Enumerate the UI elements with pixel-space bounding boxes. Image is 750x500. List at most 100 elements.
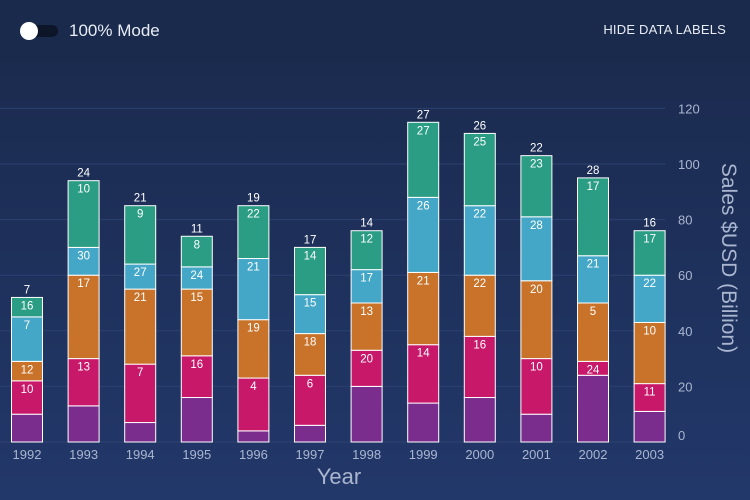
bar-segment[interactable] — [294, 424, 326, 443]
bar-data-label: 28 — [530, 220, 543, 232]
bar-data-label: 26 — [417, 200, 430, 212]
x-tick-label: 1998 — [352, 447, 381, 462]
bar-segment[interactable] — [463, 205, 496, 276]
bar-segment[interactable] — [350, 349, 383, 387]
bar-top-label: 26 — [473, 120, 486, 132]
bar-top-label: 7 — [24, 284, 30, 296]
bar-segment[interactable] — [520, 216, 553, 282]
bar-segment[interactable] — [237, 377, 270, 432]
bar-segment[interactable] — [520, 413, 553, 443]
toggle-knob[interactable] — [20, 22, 38, 40]
y-tick-label: 60 — [678, 268, 692, 283]
bar-segment[interactable] — [180, 397, 213, 443]
bar-segment[interactable] — [180, 288, 213, 357]
y-axis-tick-labels: 0 20 40 60 80 100 120 — [678, 101, 700, 443]
bar-data-label: 10 — [21, 384, 34, 396]
bar-segment[interactable] — [407, 344, 440, 404]
bar-data-label: 19 — [247, 323, 260, 335]
y-tick-label: 40 — [678, 324, 692, 339]
bar-segment[interactable] — [633, 230, 666, 276]
bar-segment[interactable] — [237, 319, 270, 379]
bar-segment[interactable] — [463, 397, 496, 443]
x-tick-label: 2001 — [522, 447, 551, 462]
bar-segment[interactable] — [67, 180, 100, 248]
x-tick-label: 2002 — [579, 447, 608, 462]
bar-data-label: 7 — [24, 320, 30, 332]
bar-segment[interactable] — [124, 288, 157, 365]
bar-segment[interactable] — [633, 410, 666, 443]
bar-segment[interactable] — [407, 271, 440, 346]
toggle-label: 100% Mode — [69, 21, 160, 40]
y-tick-label: 120 — [678, 101, 700, 116]
bar-segment[interactable] — [463, 335, 496, 399]
bar-segment[interactable] — [350, 230, 383, 271]
bar-segment[interactable] — [67, 405, 100, 443]
bar-segment[interactable] — [577, 177, 609, 257]
bar-segment[interactable] — [294, 333, 326, 376]
bar-top-label: 21 — [134, 193, 147, 205]
bar-segment[interactable] — [350, 385, 383, 443]
bar-data-label: 23 — [530, 159, 543, 171]
bar-data-label: 15 — [190, 292, 203, 304]
bar-top-label: 14 — [360, 218, 373, 230]
bar-segment[interactable] — [11, 413, 43, 443]
bar-data-label: 12 — [360, 234, 373, 246]
bar-segment[interactable] — [237, 258, 270, 321]
bar-segment[interactable] — [407, 402, 440, 443]
bar-data-label: 9 — [137, 209, 143, 221]
bar-data-label: 30 — [77, 250, 90, 262]
y-tick-label: 0 — [678, 428, 685, 443]
bar-segment[interactable] — [180, 235, 213, 268]
bar-segment[interactable] — [577, 374, 609, 443]
x-tick-label: 1999 — [409, 447, 438, 462]
bar-segment[interactable] — [463, 132, 496, 207]
bar-data-label: 20 — [530, 284, 543, 296]
bar-top-label: 19 — [247, 193, 260, 205]
bar-segment[interactable] — [124, 263, 157, 290]
bar-data-label: 15 — [304, 298, 317, 310]
bar-segment[interactable] — [237, 205, 270, 260]
bar-segment[interactable] — [124, 363, 157, 424]
bar-top-label: 22 — [530, 143, 543, 155]
bar-data-label: 25 — [473, 136, 486, 148]
bar-top-label: 27 — [417, 109, 430, 121]
bar-data-label: 27 — [417, 125, 430, 137]
bar-top-label: 17 — [304, 234, 317, 246]
x-axis-tick-labels: 1992 1993 1994 1995 1996 1997 1998 1999 2000 2001… — [13, 447, 665, 462]
bars-group: 10 12 7 16 7 13 17 30 10 24 7 21 27 9 21 16 15 24 8 11 4 19 21… — [11, 109, 666, 443]
bar-segment[interactable] — [294, 246, 326, 296]
bar-segment[interactable] — [350, 269, 383, 304]
x-tick-label: 1994 — [126, 447, 155, 462]
x-tick-label: 2000 — [465, 447, 494, 462]
bar-segment[interactable] — [124, 422, 157, 443]
bar-segment[interactable] — [520, 280, 553, 360]
x-tick-label: 1992 — [13, 447, 42, 462]
bar-data-label: 4 — [250, 381, 257, 393]
bar-segment[interactable] — [237, 430, 270, 443]
bar-segment[interactable] — [407, 196, 440, 273]
bar-data-label: 20 — [360, 353, 373, 365]
bar-data-label: 12 — [21, 364, 34, 376]
bar-data-label: 10 — [530, 362, 543, 374]
bar-segment[interactable] — [11, 296, 43, 318]
bar-segment[interactable] — [294, 374, 326, 426]
bar-segment[interactable] — [294, 294, 326, 335]
bar-segment[interactable] — [633, 274, 666, 323]
bar-segment[interactable] — [124, 205, 157, 265]
x-tick-label: 1993 — [69, 447, 98, 462]
bar-data-label: 8 — [194, 239, 200, 251]
bar-segment[interactable] — [407, 121, 440, 198]
bar-segment[interactable] — [11, 380, 43, 415]
bar-data-label: 21 — [134, 292, 147, 304]
percent-mode-toggle[interactable] — [20, 22, 58, 40]
bar-top-label: 11 — [191, 223, 203, 235]
bar-segment[interactable] — [520, 155, 553, 218]
bar-top-label: 24 — [77, 168, 90, 180]
bar-segment[interactable] — [67, 246, 100, 276]
bar-data-label: 18 — [304, 337, 317, 349]
bar-data-label: 13 — [77, 362, 90, 374]
hide-data-labels-button[interactable]: HIDE DATA LABELS — [603, 22, 726, 37]
bar-data-label: 5 — [590, 306, 596, 318]
bar-data-label: 11 — [644, 387, 656, 399]
bar-top-label: 16 — [643, 218, 656, 230]
